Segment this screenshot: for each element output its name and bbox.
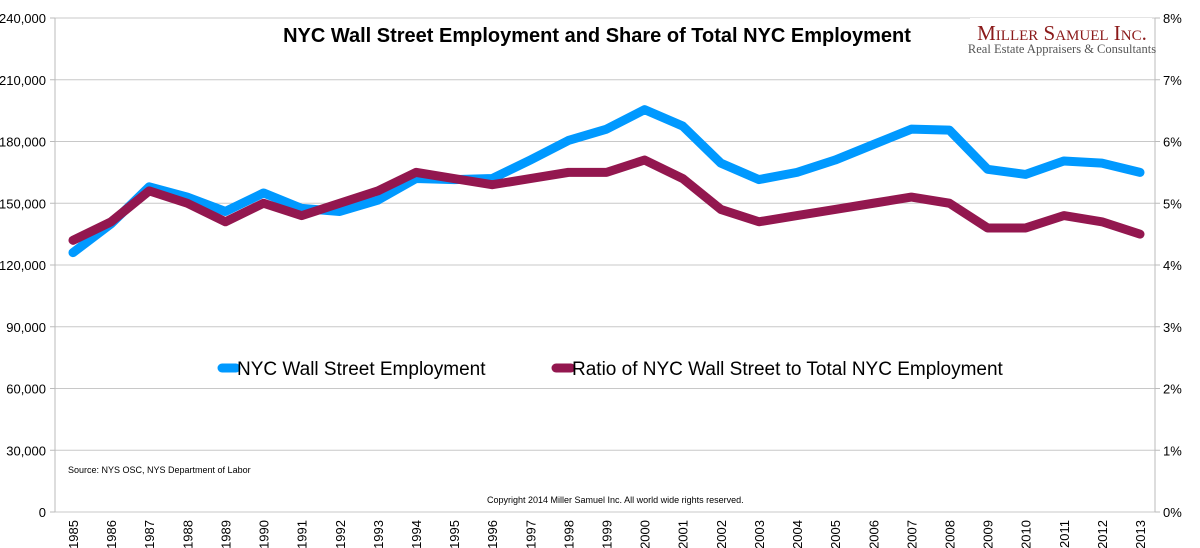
x-tick-label: 1998 (561, 520, 576, 548)
x-tick-label: 2003 (752, 520, 767, 548)
x-tick-label: 1999 (600, 520, 615, 548)
y-right-tick-label: 5% (1163, 196, 1182, 211)
x-tick-label: 2010 (1019, 520, 1034, 548)
x-tick-label: 1986 (104, 520, 119, 548)
y-right-tick-label: 4% (1163, 258, 1182, 273)
x-tick-label: 2005 (828, 520, 843, 548)
x-tick-label: 2013 (1133, 520, 1148, 548)
x-tick-label: 1996 (485, 520, 500, 548)
y-left-tick-label: 0 (39, 505, 46, 520)
x-tick-label: 2012 (1095, 520, 1110, 548)
y-left-tick-label: 240,000 (0, 11, 46, 26)
y-left-tick-label: 180,000 (0, 135, 46, 150)
x-tick-label: 1997 (523, 520, 538, 548)
source-note: Source: NYS OSC, NYS Department of Labor (68, 465, 251, 475)
legend: NYC Wall Street Employment Ratio of NYC … (217, 359, 1004, 380)
x-tick-label: 2008 (942, 520, 957, 548)
x-tick-label: 2002 (714, 520, 729, 548)
series-line-ratio (68, 155, 1145, 245)
x-tick-label: 2009 (981, 520, 996, 548)
logo-tagline: Real Estate Appraisers & Consultants (968, 42, 1156, 56)
x-tick-label: 1992 (333, 520, 348, 548)
y-right-tick-label: 7% (1163, 73, 1182, 88)
x-tick-label: 1991 (295, 520, 310, 548)
x-tick-label: 1989 (218, 520, 233, 548)
x-tick-label: 1994 (409, 520, 424, 548)
chart-title: NYC Wall Street Employment and Share of … (283, 25, 911, 47)
x-tick-label: 2001 (676, 520, 691, 548)
y-right-tick-label: 8% (1163, 11, 1182, 26)
legend-label-ratio: Ratio of NYC Wall Street to Total NYC Em… (572, 359, 1004, 380)
y-right-tick-label: 2% (1163, 382, 1182, 397)
y-right-tick-label: 0% (1163, 505, 1182, 520)
y-right-tick-label: 6% (1163, 135, 1182, 150)
y-left-tick-label: 30,000 (6, 443, 46, 458)
logo-name: Miller Samuel Inc. (977, 21, 1147, 45)
y-left-tick-label: 150,000 (0, 196, 46, 211)
x-tick-label: 2004 (790, 520, 805, 548)
x-tick-label: 2006 (866, 520, 881, 548)
x-tick-label: 2007 (904, 520, 919, 548)
logo: Miller Samuel Inc. Real Estate Appraiser… (968, 18, 1156, 60)
y-right-tick-label: 1% (1163, 443, 1182, 458)
x-tick-label: 1990 (257, 520, 272, 548)
x-tick-label: 1985 (66, 520, 81, 548)
series-line-employment (68, 105, 1145, 258)
y-left-tick-label: 120,000 (0, 258, 46, 273)
y-left-tick-label: 60,000 (6, 382, 46, 397)
legend-label-employment: NYC Wall Street Employment (237, 359, 486, 380)
x-tick-label: 1987 (142, 520, 157, 548)
x-tick-label: 2011 (1057, 520, 1072, 548)
gridlines (50, 17, 1160, 513)
x-tick-label: 1995 (447, 520, 462, 548)
x-tick-label: 1993 (371, 520, 386, 548)
x-tick-label: 2000 (638, 520, 653, 548)
x-tick-label: 1988 (180, 520, 195, 548)
y-left-tick-label: 90,000 (6, 320, 46, 335)
y-right-tick-label: 3% (1163, 320, 1182, 335)
y-left-tick-label: 210,000 (0, 73, 46, 88)
copyright-note: Copyright 2014 Miller Samuel Inc. All wo… (487, 495, 744, 505)
